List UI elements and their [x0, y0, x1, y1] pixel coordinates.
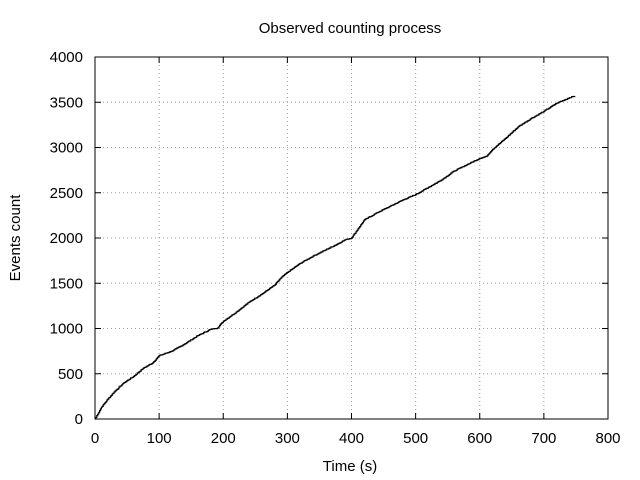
y-tick-label: 3000: [50, 140, 83, 157]
chart-title: Observed counting process: [259, 20, 442, 37]
y-tick-label: 0: [75, 411, 83, 428]
y-tick-label: 2500: [50, 185, 83, 202]
axis-ticks: 0 100 200 300 400 500 600 700 800 0 500 1000 1500 200…: [50, 49, 621, 447]
x-tick-label: 300: [275, 430, 300, 447]
y-tick-label: 4000: [50, 49, 83, 66]
x-tick-label: 400: [339, 430, 364, 447]
x-axis-label: Time (s): [323, 458, 377, 475]
y-axis-label: Events count: [7, 194, 24, 282]
series-line: [95, 95, 576, 420]
x-tick-label: 500: [403, 430, 428, 447]
y-tick-label: 1000: [50, 321, 83, 338]
x-tick-label: 700: [531, 430, 556, 447]
y-tick-label: 3500: [50, 94, 83, 111]
y-tick-label: 1500: [50, 275, 83, 292]
y-tick-label: 500: [58, 366, 83, 383]
x-tick-label: 800: [595, 430, 620, 447]
x-tick-label: 600: [467, 430, 492, 447]
x-tick-label: 200: [211, 430, 236, 447]
x-tick-label: 100: [147, 430, 172, 447]
x-tick-label: 0: [91, 430, 99, 447]
y-tick-label: 2000: [50, 230, 83, 247]
